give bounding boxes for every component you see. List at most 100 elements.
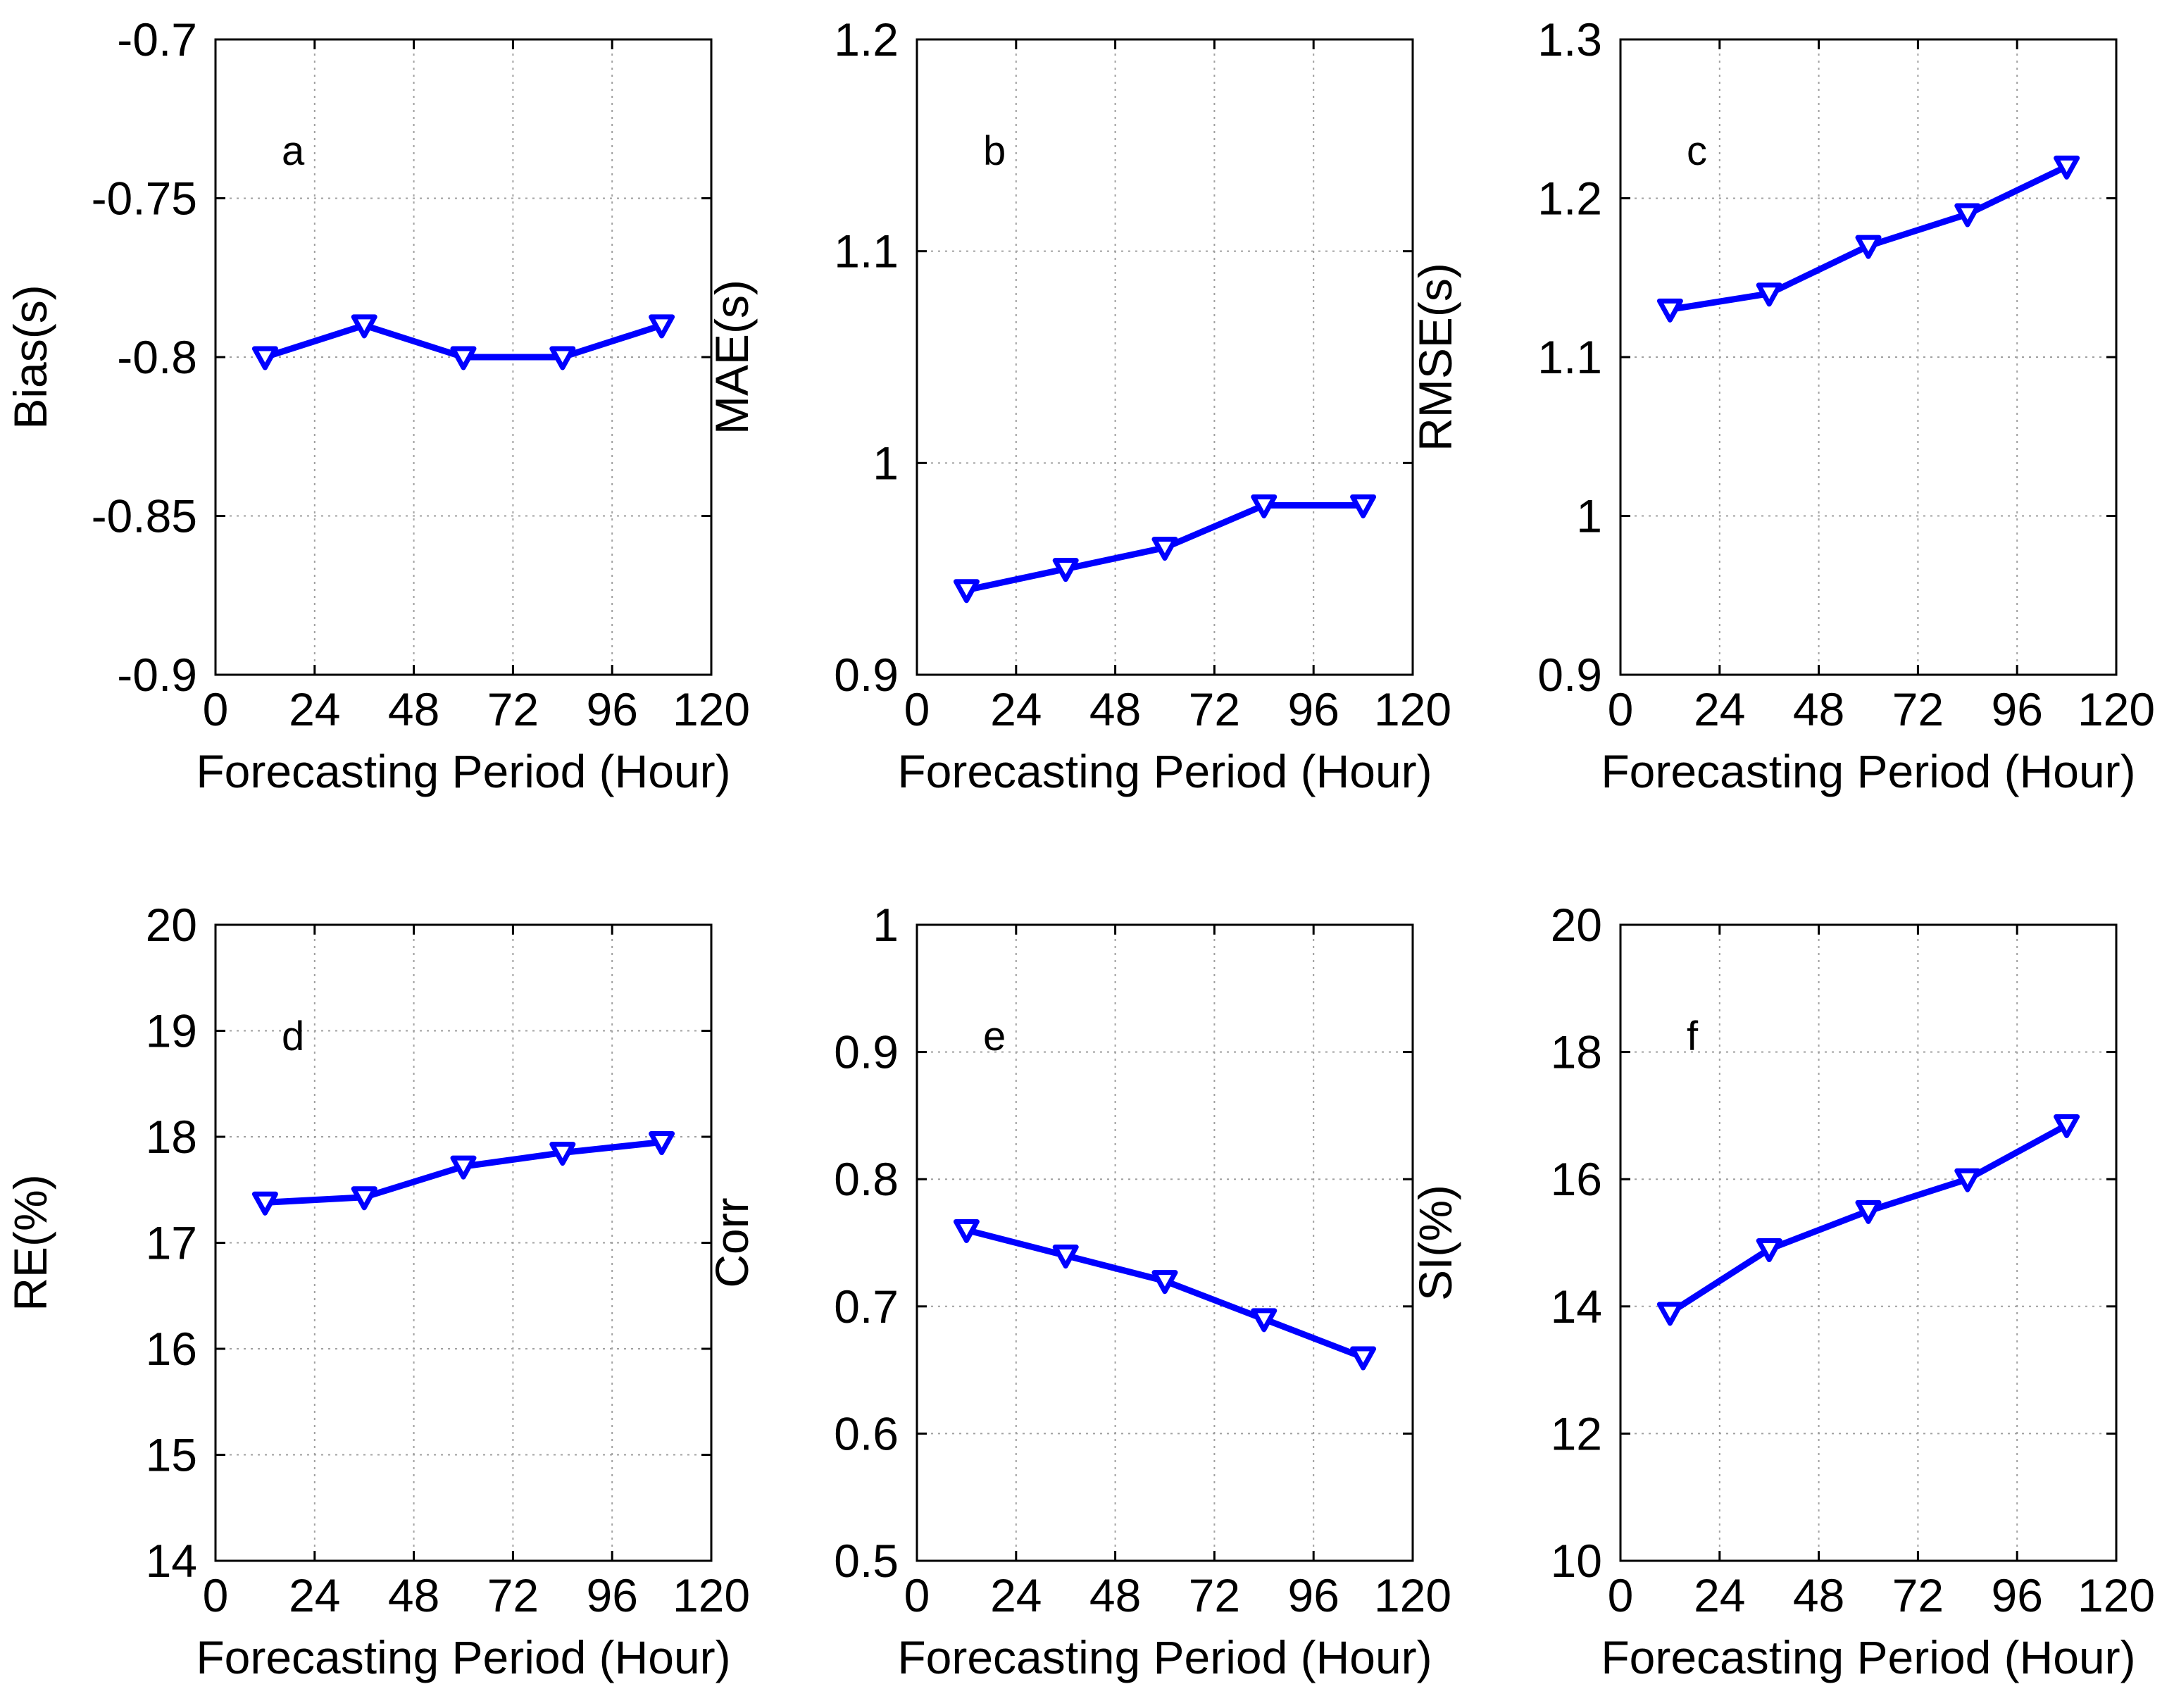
data-point-marker	[251, 1191, 278, 1216]
data-point-marker	[1251, 1308, 1277, 1333]
data-point-marker	[1756, 1238, 1782, 1263]
x-tick-label: 72	[487, 1569, 539, 1621]
y-tick-label: 1.2	[1537, 173, 1602, 225]
data-point-marker	[1052, 1245, 1079, 1269]
data-point-marker	[1656, 298, 1683, 323]
x-tick-label: 120	[673, 1569, 750, 1621]
y-tick-label: 0.9	[834, 1026, 899, 1078]
data-point-marker	[649, 1131, 675, 1156]
x-tick-label: 96	[586, 683, 637, 735]
x-axis-label: Forecasting Period (Hour)	[897, 1631, 1432, 1683]
x-tick-label: 96	[1991, 683, 2042, 735]
data-point-marker	[2054, 155, 2080, 180]
y-tick-label: -0.7	[117, 13, 197, 66]
data-point-marker	[649, 314, 675, 339]
plot-frame	[1619, 923, 2118, 1562]
x-axis-label: Forecasting Period (Hour)	[897, 745, 1432, 797]
panel-letter: e	[983, 1014, 1006, 1059]
x-tick-label: 96	[1287, 683, 1339, 735]
x-tick-label: 72	[1892, 1569, 1944, 1621]
data-point-marker	[450, 346, 477, 370]
x-tick-label: 24	[990, 683, 1042, 735]
y-tick-label: 17	[146, 1217, 197, 1269]
y-tick-label: 1	[873, 437, 899, 489]
data-point-marker	[2054, 1114, 2080, 1138]
x-tick-label: 24	[289, 1569, 340, 1621]
y-tick-label: 14	[146, 1535, 197, 1587]
x-tick-label: 48	[388, 683, 439, 735]
x-tick-label: 0	[1608, 1569, 1634, 1621]
y-tick-label: 1.1	[834, 225, 899, 278]
panel-letter: b	[983, 128, 1006, 174]
x-tick-label: 96	[586, 1569, 637, 1621]
panel-letter: a	[282, 128, 305, 174]
x-tick-label: 72	[1189, 683, 1240, 735]
y-tick-label: 1	[1576, 490, 1602, 542]
y-tick-label: 18	[146, 1111, 197, 1163]
data-point-marker	[351, 1186, 377, 1211]
y-tick-label: 0.5	[834, 1535, 899, 1587]
x-tick-label: 120	[1374, 1569, 1451, 1621]
data-point-marker	[1052, 558, 1079, 582]
plot-frame	[916, 923, 1414, 1562]
y-axis-label: RMSE(s)	[1409, 263, 1461, 451]
y-tick-label: 16	[146, 1323, 197, 1375]
x-tick-label: 24	[1694, 1569, 1745, 1621]
y-tick-label: 18	[1551, 1026, 1602, 1078]
x-tick-label: 48	[388, 1569, 439, 1621]
x-tick-label: 48	[1089, 683, 1141, 735]
data-point-marker	[549, 346, 576, 370]
x-tick-label: 120	[1374, 683, 1451, 735]
panel-letter: f	[1687, 1014, 1699, 1059]
x-tick-label: 0	[203, 683, 229, 735]
x-tick-label: 0	[1608, 683, 1634, 735]
x-tick-label: 0	[203, 1569, 229, 1621]
y-tick-label: 14	[1551, 1280, 1602, 1333]
x-axis-label: Forecasting Period (Hour)	[196, 745, 730, 797]
data-point-marker	[1954, 203, 1981, 227]
panel-letter: d	[282, 1014, 304, 1059]
y-tick-label: 0.7	[834, 1280, 899, 1333]
y-tick-label: 20	[1551, 899, 1602, 951]
x-tick-label: 96	[1287, 1569, 1339, 1621]
y-tick-label: 0.8	[834, 1153, 899, 1205]
y-tick-label: 1.2	[834, 13, 899, 66]
x-axis-label: Forecasting Period (Hour)	[196, 1631, 730, 1683]
y-axis-label: RE(%)	[4, 1174, 56, 1311]
panel-e: 0 24 48 72 96 120 0.5 0.6 0.7 0.8 0.9 1 Forecasting …	[706, 899, 1451, 1683]
data-point-marker	[1855, 235, 1882, 259]
x-tick-label: 96	[1991, 1569, 2042, 1621]
x-tick-label: 0	[904, 1569, 930, 1621]
data-point-marker	[953, 1218, 980, 1243]
y-axis-label: MAE(s)	[706, 280, 758, 435]
data-point-marker	[953, 579, 980, 604]
data-point-marker	[1350, 1346, 1377, 1371]
panel-d: 0 24 48 72 96 120 14 15 16 17 18 19 20 Forecasting Pe…	[4, 899, 750, 1683]
x-axis-label: Forecasting Period (Hour)	[1601, 1631, 2135, 1683]
data-point-marker	[1350, 494, 1377, 518]
y-tick-label: 15	[146, 1429, 197, 1481]
plot-frame	[916, 38, 1414, 676]
data-point-marker	[1756, 282, 1782, 307]
y-tick-label: 10	[1551, 1535, 1602, 1587]
data-point-marker	[1656, 1302, 1683, 1326]
x-tick-label: 120	[2078, 683, 2155, 735]
x-tick-label: 48	[1089, 1569, 1141, 1621]
data-point-marker	[549, 1142, 576, 1166]
y-tick-label: 0.9	[1537, 649, 1602, 701]
x-tick-label: 48	[1793, 1569, 1844, 1621]
y-tick-label: 19	[146, 1005, 197, 1057]
panel-letter: c	[1687, 128, 1707, 174]
x-tick-label: 48	[1793, 683, 1844, 735]
y-tick-label: 12	[1551, 1407, 1602, 1459]
y-tick-label: -0.9	[117, 649, 197, 701]
data-point-marker	[1855, 1199, 1882, 1224]
panel-a: 0 24 48 72 96 120 -0.9 -0.85 -0.8 -0.75 -0.7 Foreca…	[4, 13, 750, 797]
y-tick-label: 1	[873, 899, 899, 951]
panel-b: 0 24 48 72 96 120 0.9 1 1.1 1.2 Forecasting Period…	[706, 13, 1451, 797]
y-tick-label: 1.1	[1537, 331, 1602, 383]
y-tick-label: -0.85	[92, 490, 197, 542]
x-tick-label: 120	[2078, 1569, 2155, 1621]
panel-c: 0 24 48 72 96 120 0.9 1 1.1 1.2 1.3 Forecasting Per…	[1409, 13, 2155, 797]
